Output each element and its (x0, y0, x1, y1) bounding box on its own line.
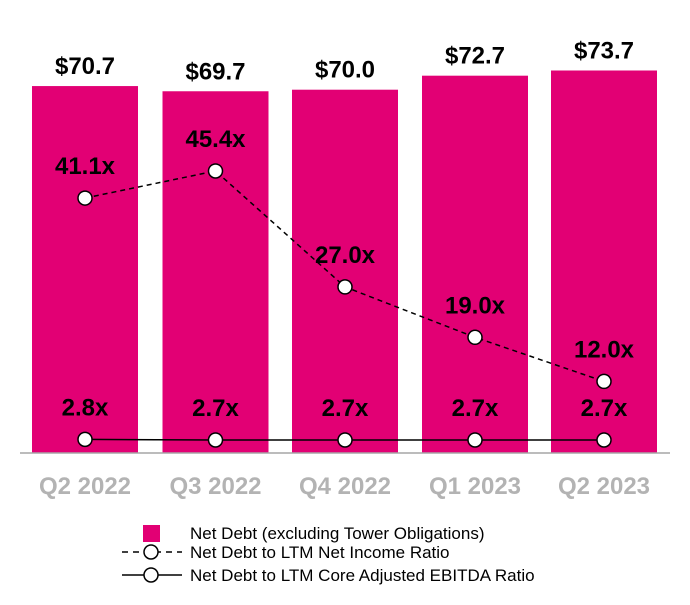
bar (551, 70, 657, 453)
net-income-ratio-label: 19.0x (445, 292, 506, 319)
x-tick-label: Q2 2023 (558, 473, 650, 500)
bar-value-label: $70.7 (55, 53, 115, 80)
net-income-ratio-point (77, 190, 93, 206)
bar (292, 89, 398, 453)
legend-label-net-income: Net Debt to LTM Net Income Ratio (190, 543, 450, 562)
ebitda-ratio-point (596, 432, 612, 448)
ebitda-ratio-label: 2.7x (192, 395, 239, 422)
x-tick-label: Q3 2022 (169, 473, 261, 500)
net-income-ratio-point (207, 163, 224, 179)
ebitda-ratio-point (77, 431, 93, 448)
legend-marker-net-income (143, 544, 159, 560)
bar-value-label: $69.7 (185, 58, 245, 85)
bar (162, 91, 269, 454)
bar-value-label: $72.7 (445, 43, 505, 70)
legend-label-net-debt: Net Debt (excluding Tower Obligations) (190, 524, 485, 543)
legend-swatch-net-debt (143, 525, 160, 542)
ebitda-ratio-point (207, 432, 224, 448)
bar-value-label: $73.7 (574, 37, 634, 64)
net-income-ratio-label: 12.0x (574, 336, 635, 363)
ebitda-ratio-label: 2.7x (581, 395, 628, 422)
x-tick-label: Q2 2022 (39, 473, 131, 500)
ebitda-ratio-label: 2.7x (452, 395, 499, 422)
net-income-ratio-point (467, 329, 483, 346)
net-income-ratio-point (596, 373, 612, 390)
net-income-ratio-label: 27.0x (315, 242, 376, 269)
ebitda-ratio-label: 2.7x (322, 395, 369, 422)
net-income-ratio-point (337, 279, 353, 295)
legend-marker-ebitda (143, 567, 159, 583)
net-income-ratio-label: 41.1x (55, 153, 116, 180)
legend-label-ebitda: Net Debt to LTM Core Adjusted EBITDA Rat… (190, 566, 535, 585)
bar (422, 75, 528, 453)
bar-value-label: $70.0 (315, 57, 375, 84)
x-tick-label: Q4 2022 (299, 473, 391, 500)
net-income-ratio-label: 45.4x (185, 126, 246, 153)
ebitda-ratio-point (467, 432, 483, 448)
ebitda-ratio-label: 2.8x (62, 394, 109, 421)
ebitda-ratio-point (337, 432, 353, 448)
bar (32, 86, 138, 453)
x-tick-label: Q1 2023 (429, 473, 521, 500)
